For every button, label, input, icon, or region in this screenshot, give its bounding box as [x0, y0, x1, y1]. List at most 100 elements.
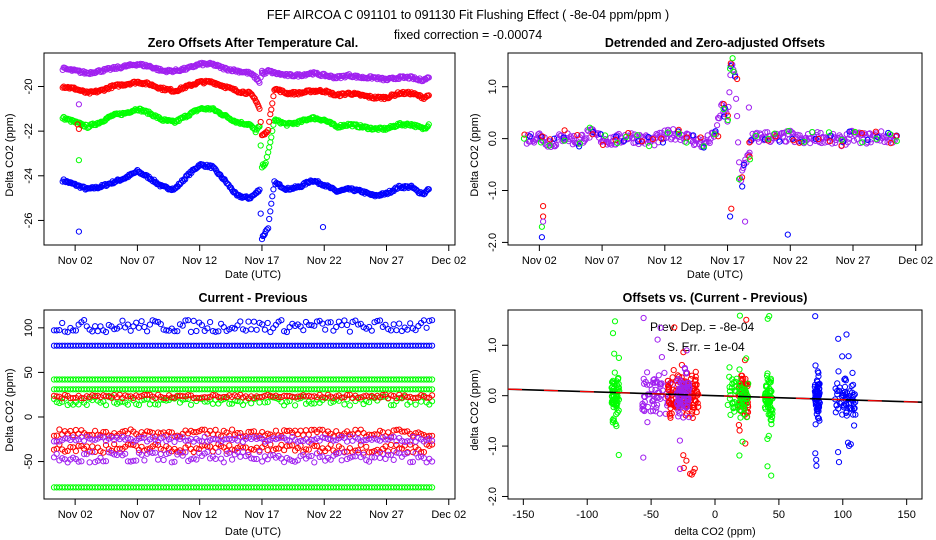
- data-point: [654, 401, 661, 408]
- data-point: [607, 134, 614, 141]
- data-point: [269, 193, 276, 200]
- data-point: [294, 393, 301, 400]
- data-point: [229, 456, 236, 463]
- data-point: [283, 436, 290, 444]
- data-point: [265, 225, 272, 232]
- data-point: [634, 132, 641, 139]
- data-point: [623, 133, 630, 140]
- data-point: [283, 427, 290, 435]
- data-point: [674, 372, 681, 379]
- data-point: [778, 129, 786, 137]
- data-point: [736, 452, 743, 459]
- data-point: [848, 405, 855, 412]
- data-point: [160, 456, 167, 464]
- panel-zero-offsets: Zero Offsets After Temperature Cal. Date…: [4, 36, 466, 281]
- data-point: [324, 319, 332, 326]
- data-point: [814, 405, 821, 412]
- data-point: [313, 442, 321, 450]
- y-tick-label: 0.0: [487, 388, 499, 403]
- data-point: [731, 408, 738, 415]
- data-point: [269, 127, 276, 135]
- data-point: [739, 174, 746, 181]
- data-point: [818, 139, 825, 147]
- annotation-std-err: S. Err. = 1e-04: [667, 340, 745, 354]
- data-point: [335, 318, 342, 325]
- data-point: [425, 92, 432, 99]
- data-point: [738, 402, 746, 409]
- data-point: [646, 143, 653, 150]
- data-point: [259, 458, 266, 465]
- x-tick-label: Nov 12: [182, 509, 217, 521]
- data-point: [743, 355, 750, 362]
- data-point: [764, 370, 771, 377]
- data-point: [311, 322, 318, 329]
- data-point: [171, 438, 178, 445]
- data-point: [256, 434, 263, 442]
- data-point: [733, 95, 740, 102]
- data-point: [789, 129, 796, 136]
- y-tick-label: 0.0: [487, 131, 499, 146]
- data-point: [226, 442, 233, 449]
- data-point: [311, 393, 318, 400]
- data-point: [324, 435, 332, 443]
- data-point: [355, 449, 362, 456]
- data-point: [742, 388, 749, 395]
- data-point: [647, 408, 654, 415]
- data-point: [102, 442, 110, 449]
- data-point: [116, 445, 123, 452]
- data-point: [553, 142, 560, 149]
- data-point: [368, 327, 375, 334]
- data-point: [826, 138, 833, 145]
- data-point: [341, 401, 348, 408]
- data-point: [56, 327, 63, 334]
- data-point: [640, 314, 647, 322]
- data-point: [736, 176, 743, 183]
- data-point: [245, 318, 252, 325]
- data-point: [185, 392, 192, 399]
- data-point: [263, 226, 270, 233]
- data-point: [72, 448, 80, 455]
- data-point: [726, 364, 733, 371]
- x-tick-label: 0: [712, 509, 718, 521]
- data-point: [653, 394, 661, 401]
- data-point: [155, 401, 162, 408]
- data-point: [75, 157, 83, 164]
- x-tick-label: Nov 27: [836, 255, 871, 267]
- data-point: [305, 453, 312, 460]
- y-tick-label: -24: [23, 168, 35, 184]
- data-point: [72, 437, 80, 444]
- data-point: [404, 326, 411, 333]
- data-point: [286, 393, 293, 400]
- data-point: [265, 127, 272, 134]
- x-tick-label: Dec 02: [431, 255, 466, 267]
- data-point: [658, 354, 666, 361]
- data-point: [814, 414, 822, 421]
- data-point: [316, 453, 323, 461]
- data-point: [346, 328, 353, 335]
- data-point: [252, 97, 259, 105]
- data-point: [396, 320, 403, 327]
- x-tick-label: Nov 22: [773, 255, 808, 267]
- data-point: [613, 378, 620, 385]
- data-point: [229, 426, 236, 433]
- data-point: [724, 401, 731, 408]
- data-point: [546, 142, 553, 149]
- data-point: [261, 438, 268, 445]
- data-point: [111, 441, 118, 448]
- data-point: [393, 426, 400, 433]
- data-point: [61, 328, 69, 335]
- data-point: [864, 136, 871, 143]
- data-point: [59, 319, 66, 327]
- data-point: [599, 141, 607, 148]
- data-point: [281, 459, 288, 466]
- x-tick-label: Nov 22: [307, 509, 342, 521]
- data-point: [220, 393, 227, 401]
- data-point: [676, 437, 684, 444]
- data-point: [83, 451, 90, 458]
- data-point: [426, 342, 433, 349]
- data-point: [70, 432, 77, 439]
- data-point: [841, 376, 848, 383]
- x-tick-label: Nov 17: [245, 509, 280, 521]
- data-point: [382, 321, 389, 328]
- data-point: [78, 183, 85, 190]
